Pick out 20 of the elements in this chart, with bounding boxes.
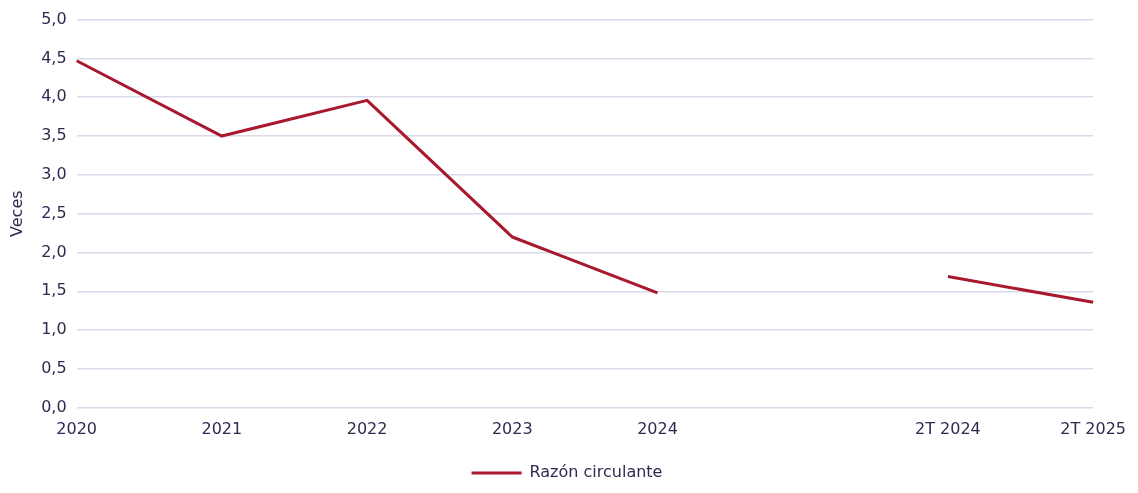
y-tick-label: 0,0: [41, 396, 67, 416]
x-tick-label: 2024: [637, 418, 678, 438]
x-tick-label: 2T 2025: [1060, 418, 1126, 438]
x-tick-label: 2022: [346, 418, 388, 438]
y-axis-title: Veces: [6, 190, 26, 237]
y-tick-label: 2,0: [41, 241, 67, 261]
y-tick-label: 4,0: [41, 86, 67, 106]
y-tick-label: 2,5: [41, 202, 67, 222]
y-tick-label: 0,5: [41, 358, 67, 378]
x-tick-label: 2021: [201, 418, 243, 438]
x-tick-label: 2023: [491, 418, 533, 438]
x-tick-label: 2T 2024: [915, 418, 981, 438]
y-tick-label: 3,5: [41, 125, 67, 145]
legend-label: Razón circulante: [529, 462, 663, 482]
x-tick-label: 2020: [56, 418, 97, 438]
y-tick-label: 3,0: [41, 164, 67, 184]
y-tick-label: 1,5: [41, 280, 67, 300]
y-tick-label: 5,0: [41, 8, 67, 28]
y-tick-label: 1,0: [41, 319, 67, 339]
y-tick-label: 4,5: [41, 47, 67, 67]
